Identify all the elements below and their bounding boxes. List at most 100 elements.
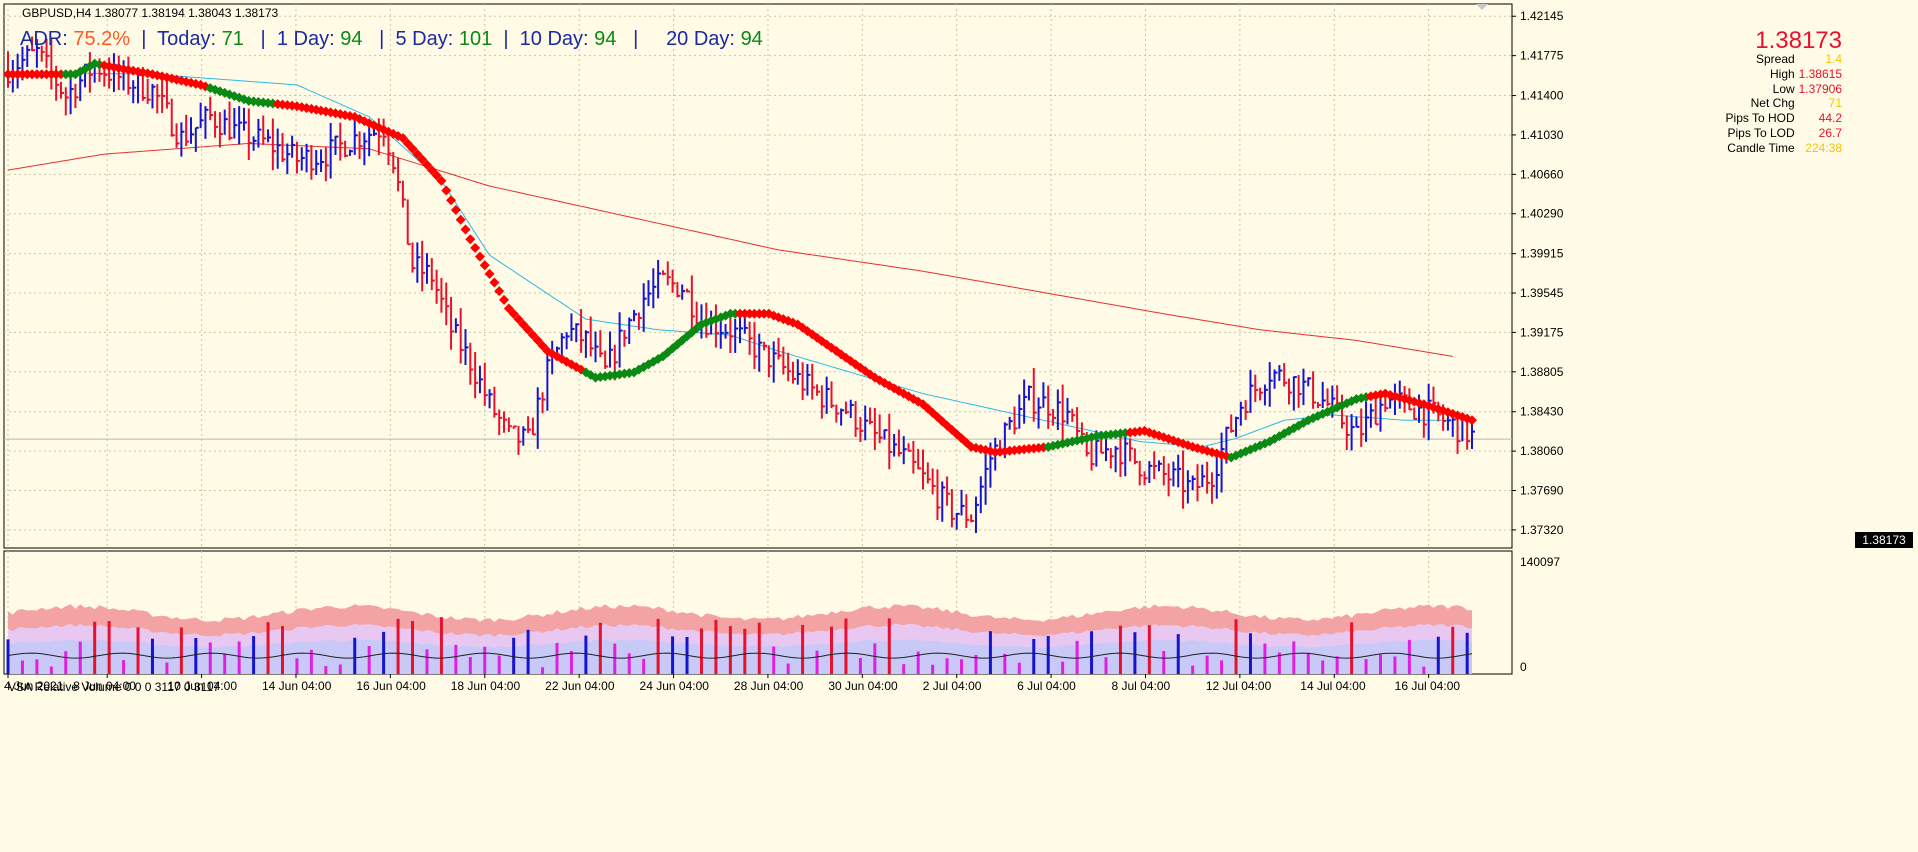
y-tick-label: 1.40290 — [1520, 207, 1564, 221]
volume-bar — [165, 662, 169, 674]
volume-bar — [1306, 652, 1310, 674]
x-tick-label: 14 Jun 04:00 — [262, 679, 332, 693]
volume-bar — [1422, 666, 1426, 674]
volume-bar — [627, 653, 631, 674]
volume-bar — [988, 631, 992, 674]
volume-min-label: 0 — [1520, 660, 1527, 674]
volume-bar — [64, 651, 68, 674]
x-tick-label: 12 Jul 04:00 — [1206, 679, 1272, 693]
day20-value: 94 — [740, 28, 763, 50]
trend-marker — [513, 314, 524, 325]
volume-bar — [1292, 641, 1296, 674]
trend-marker — [1467, 415, 1477, 426]
adr-value: 75.2% — [73, 28, 131, 50]
trend-marker — [455, 214, 466, 225]
volume-bar — [483, 646, 487, 674]
volume-bar — [743, 628, 747, 674]
y-tick-label: 1.41775 — [1520, 49, 1564, 63]
day20-label: 20 Day: — [666, 28, 735, 50]
y-tick-label: 1.38805 — [1520, 365, 1564, 379]
volume-bar — [1277, 652, 1281, 674]
volume-bar — [468, 657, 472, 674]
chart-title: GBPUSD,H4 1.38077 1.38194 1.38043 1.3817… — [22, 6, 279, 20]
adr-label: ADR: — [20, 28, 68, 50]
volume-bar — [1364, 659, 1368, 674]
chart-shift-marker — [1476, 4, 1488, 10]
volume-bar — [728, 626, 732, 674]
volume-bar — [309, 649, 313, 674]
trend-marker — [470, 242, 481, 253]
volume-bar — [815, 650, 819, 674]
volume-bar — [945, 658, 949, 674]
x-tick-label: 30 Jun 04:00 — [828, 679, 898, 693]
volume-bar — [786, 663, 790, 674]
volume-bar — [858, 658, 862, 674]
volume-bar — [396, 618, 400, 674]
volume-bar — [223, 653, 227, 674]
volume-bar — [497, 655, 501, 674]
volume-bar — [873, 643, 877, 674]
volume-bar — [1118, 625, 1122, 674]
volume-bar — [512, 637, 516, 674]
trend-marker — [441, 185, 452, 196]
volume-bar — [1205, 655, 1209, 674]
trend-marker — [436, 175, 447, 186]
volume-bar — [656, 618, 660, 674]
volume-bar — [526, 629, 530, 674]
volume-bar — [382, 631, 386, 674]
info-row-label: Pips To HOD — [1725, 111, 1798, 126]
volume-bar — [584, 635, 588, 674]
info-row: Low 1.37906 — [1726, 82, 1842, 97]
y-tick-label: 1.39915 — [1520, 247, 1564, 261]
info-row-value: 1.38615 — [1798, 66, 1842, 81]
x-tick-label: 4 Jun 2021 — [4, 679, 64, 693]
trend-marker — [532, 335, 543, 346]
trend-marker — [80, 63, 91, 74]
volume-bar — [1220, 660, 1224, 674]
info-row-value: 71 — [1828, 96, 1842, 111]
trend-marker — [494, 286, 505, 297]
trend-marker — [446, 195, 457, 206]
volume-bar — [1234, 619, 1238, 674]
volume-bar — [974, 654, 978, 674]
info-row: Pips To HOD 44.2 — [1726, 111, 1842, 126]
volume-bar — [20, 660, 24, 674]
volume-bar — [613, 643, 617, 674]
volume-bar — [367, 646, 371, 674]
volume-bar — [699, 628, 703, 674]
day1-label: 1 Day: — [276, 28, 335, 50]
volume-bar — [801, 624, 805, 674]
trend-marker — [537, 340, 548, 351]
volume-bar — [1436, 636, 1440, 674]
volume-bar — [1248, 633, 1252, 674]
volume-bar — [1104, 657, 1108, 674]
volume-bar — [439, 617, 443, 674]
x-tick-label: 18 Jun 04:00 — [451, 679, 521, 693]
x-tick-label: 8 Jun 04:00 — [73, 679, 136, 693]
volume-bar — [122, 660, 126, 674]
y-tick-label: 1.40660 — [1520, 167, 1564, 181]
info-row-value: 224:38 — [1805, 140, 1842, 155]
info-row-value: 1.4 — [1825, 52, 1842, 66]
info-row-label: Low — [1772, 81, 1798, 96]
info-row: Candle Time 224:38 — [1726, 141, 1842, 156]
x-tick-label: 16 Jul 04:00 — [1395, 679, 1461, 693]
info-row: Net Chg 71 — [1726, 96, 1842, 111]
volume-bar — [1032, 639, 1036, 674]
info-row-value: 44.2 — [1818, 111, 1842, 126]
y-tick-label: 1.39175 — [1520, 325, 1564, 339]
volume-bar — [714, 619, 718, 674]
trend-marker — [426, 165, 437, 176]
trend-marker — [479, 260, 490, 271]
volume-bar — [295, 658, 299, 674]
y-tick-label: 1.37320 — [1520, 523, 1564, 537]
volume-bar — [150, 638, 154, 674]
y-tick-label: 1.39545 — [1520, 286, 1564, 300]
volume-bar — [454, 644, 458, 674]
volume-bar — [266, 622, 270, 674]
volume-bar — [338, 664, 342, 674]
price-panel-frame — [3, 3, 1513, 549]
info-rows: Spread 1.4 High 1.38615 Low 1.37906 Net Chg… — [1726, 52, 1842, 156]
